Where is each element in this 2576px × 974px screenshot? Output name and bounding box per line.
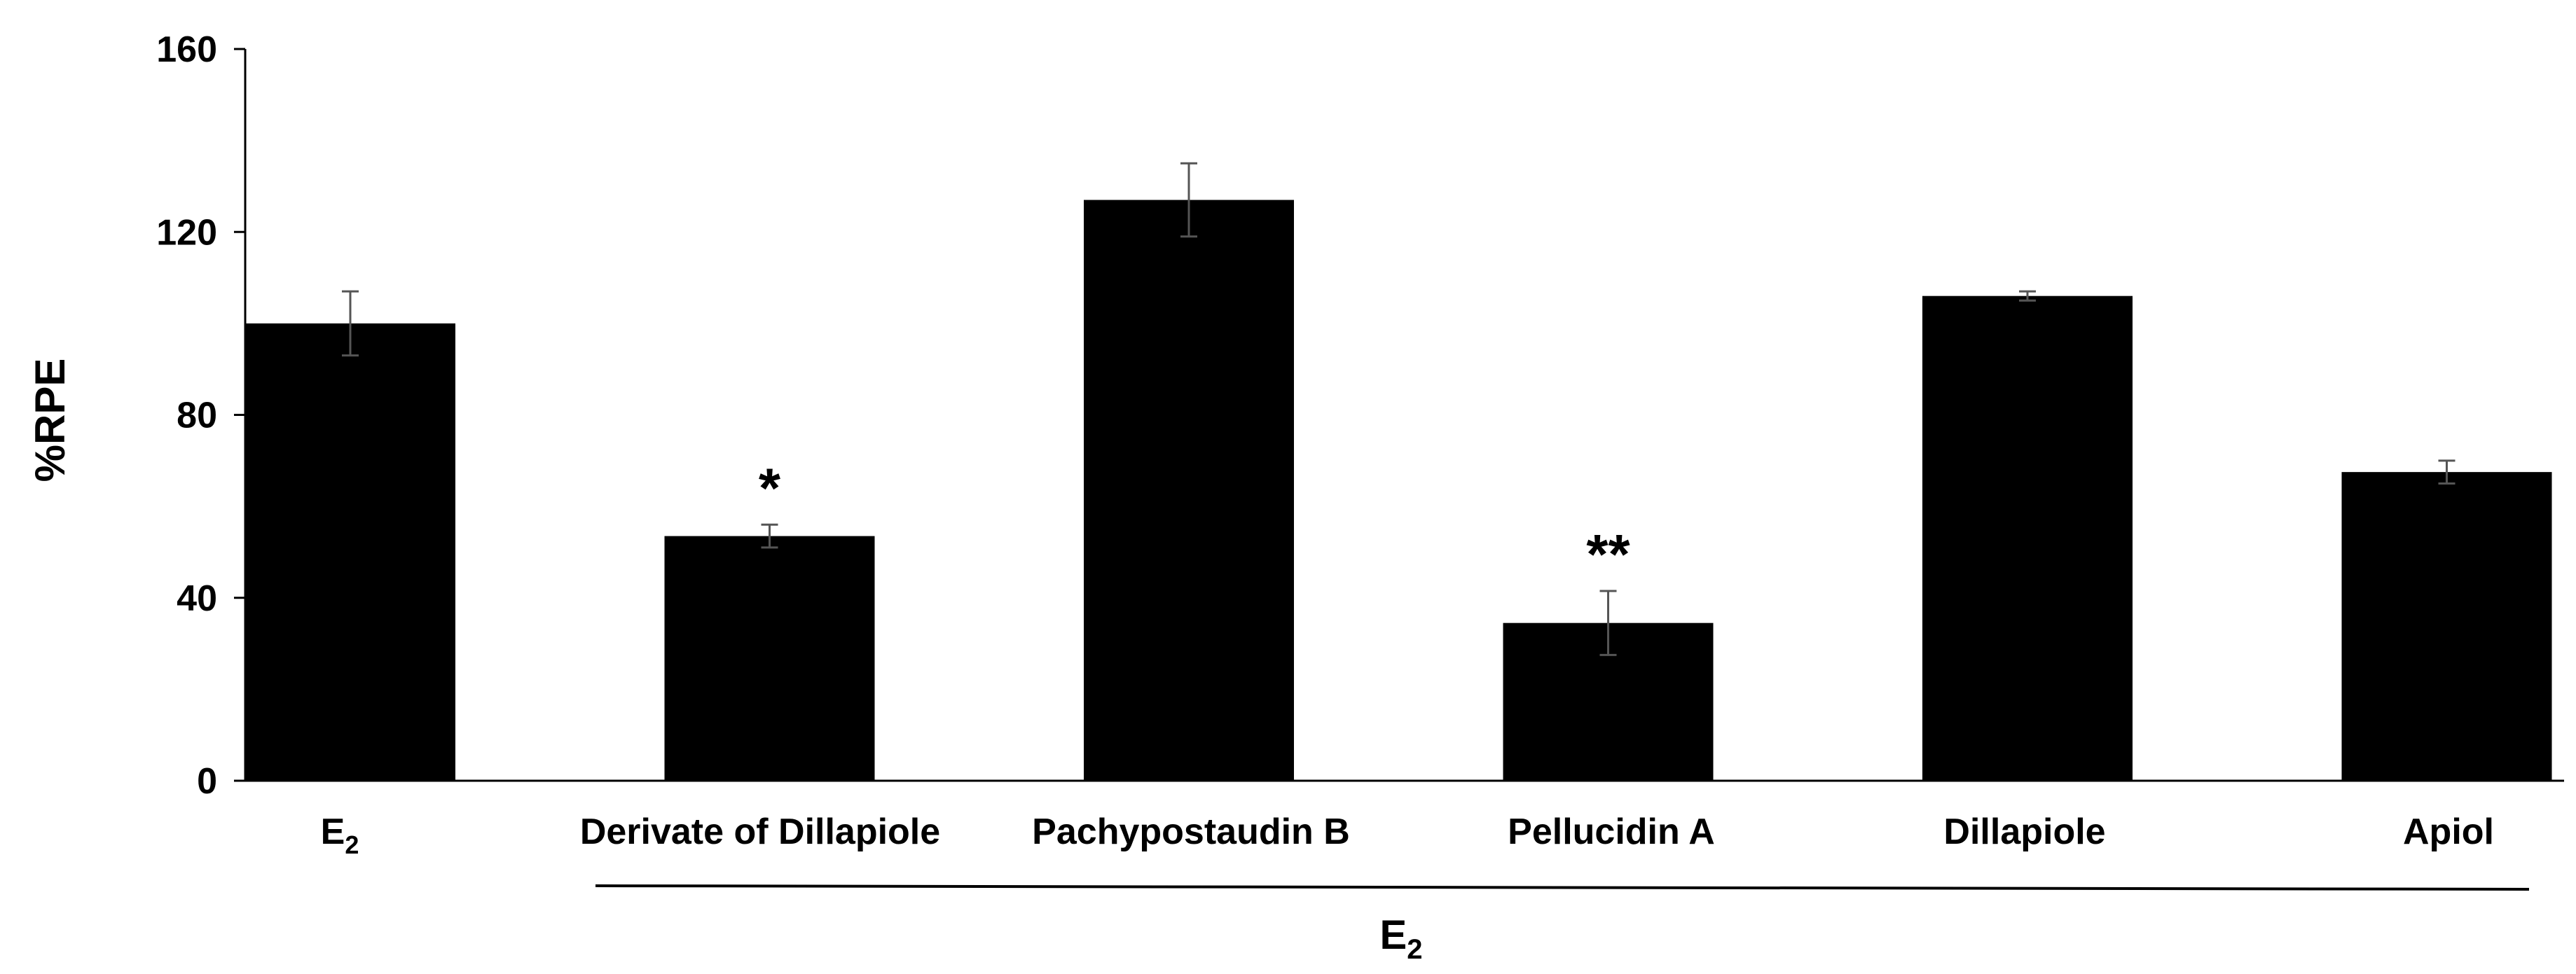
y-axis-title: %RPE	[27, 359, 74, 482]
error-bar	[2019, 290, 2036, 302]
y-tick-label: 0	[197, 761, 217, 802]
category-label: Pellucidin A	[1508, 812, 1715, 852]
significance-mark: **	[1586, 523, 1630, 585]
significance-annotations: ***	[759, 457, 1631, 585]
y-axis: 0 40 80 120 160	[156, 29, 247, 802]
y-tick-label: 40	[177, 578, 217, 619]
error-bar	[2438, 459, 2456, 485]
category-label: Pachypostaudin B	[1032, 812, 1350, 852]
group-bracket: E2	[595, 884, 2530, 965]
category-labels: E2 Derivate of Dillapiole Pachypostaudin B…	[321, 812, 2494, 859]
bar	[2341, 472, 2552, 781]
group-label: E2	[1380, 912, 1423, 965]
error-bar	[1180, 162, 1197, 238]
category-label: Apiol	[2403, 812, 2494, 852]
category-label: Derivate of Dillapiole	[580, 812, 940, 852]
error-bar	[761, 523, 778, 549]
bar	[1084, 200, 1294, 781]
error-bar	[1599, 590, 1617, 656]
significance-mark: *	[759, 457, 781, 519]
bar	[1922, 295, 2133, 781]
bar	[664, 536, 875, 781]
category-label: E2	[321, 812, 359, 859]
group-line	[595, 884, 2530, 891]
bars	[245, 200, 2552, 781]
y-tick-label: 160	[156, 29, 217, 70]
error-bar	[342, 290, 359, 357]
bar	[245, 323, 455, 781]
error-bars	[342, 162, 2456, 656]
y-tick-label: 80	[177, 396, 217, 436]
category-label: Dillapiole	[1943, 812, 2105, 852]
y-tick-label: 120	[156, 212, 217, 253]
